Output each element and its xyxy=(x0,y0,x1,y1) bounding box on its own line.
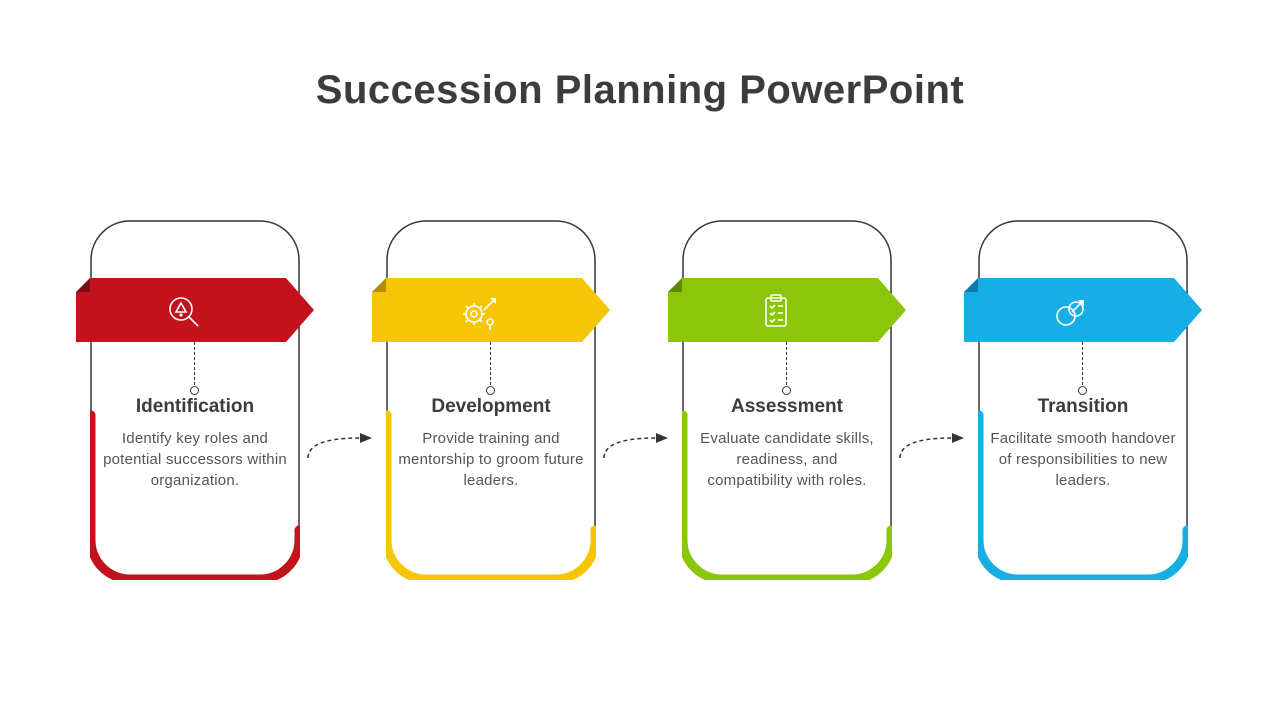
card-body: Facilitate smooth handover of responsibi… xyxy=(990,428,1176,491)
ribbon xyxy=(668,278,906,342)
card-assessment: Assessment Evaluate candidate skills, re… xyxy=(682,220,892,580)
card-heading: Assessment xyxy=(682,396,892,418)
magnifier-alert-icon xyxy=(164,292,204,332)
flow-arrow xyxy=(896,432,972,462)
connector-line xyxy=(194,342,195,390)
flow-arrow xyxy=(304,432,380,462)
card-identification: Identification Identify key roles and po… xyxy=(90,220,300,580)
connector-line xyxy=(786,342,787,390)
checklist-icon xyxy=(756,292,796,332)
card-body: Provide training and mentorship to groom… xyxy=(398,428,584,491)
card-heading: Transition xyxy=(978,396,1188,418)
page-title: Succession Planning PowerPoint xyxy=(0,68,1280,113)
ribbon xyxy=(76,278,314,342)
connector-dot xyxy=(1078,386,1087,395)
card-transition: Transition Facilitate smooth handover of… xyxy=(978,220,1188,580)
card-heading: Identification xyxy=(90,396,300,418)
connector-line xyxy=(1082,342,1083,390)
flow-arrow xyxy=(600,432,676,462)
stage-container: Identification Identify key roles and po… xyxy=(90,220,1190,620)
connector-dot xyxy=(190,386,199,395)
card-heading: Development xyxy=(386,396,596,418)
card-development: Development Provide training and mentors… xyxy=(386,220,596,580)
gear-growth-icon xyxy=(460,292,500,332)
card-body: Evaluate candidate skills, readiness, an… xyxy=(694,428,880,491)
connector-line xyxy=(490,342,491,390)
handover-arrow-icon xyxy=(1052,292,1092,332)
connector-dot xyxy=(486,386,495,395)
ribbon xyxy=(372,278,610,342)
ribbon xyxy=(964,278,1202,342)
card-body: Identify key roles and potential success… xyxy=(102,428,288,491)
connector-dot xyxy=(782,386,791,395)
